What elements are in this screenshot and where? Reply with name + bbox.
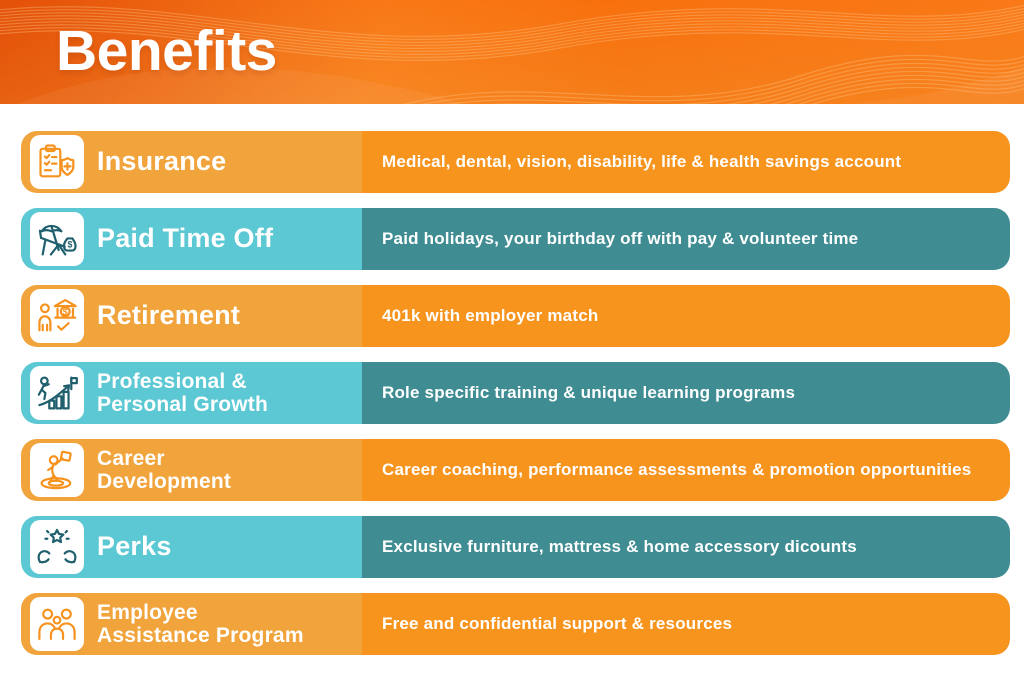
professional-personal-growth-icon — [30, 366, 84, 420]
benefit-description-band: 401k with employer match — [362, 285, 1010, 347]
benefit-description: Role specific training & unique learning… — [382, 383, 796, 402]
career-development-icon — [30, 443, 84, 497]
benefit-row-employee-assistance-program: Employee Assistance Program Free and con… — [21, 593, 1010, 655]
benefit-title-band: $ Retirement — [21, 285, 362, 347]
benefit-description: 401k with employer match — [382, 306, 599, 325]
benefit-description-band: Exclusive furniture, mattress & home acc… — [362, 516, 1010, 578]
benefit-title: Professional & Personal Growth — [97, 369, 269, 416]
benefit-row-perks: Perks Exclusive furniture, mattress & ho… — [21, 516, 1010, 578]
benefit-row-professional-personal-growth: Professional & Personal Growth Role spec… — [21, 362, 1010, 424]
benefit-title-band: Career Development — [21, 439, 362, 501]
svg-text:$: $ — [63, 307, 68, 317]
retirement-icon: $ — [30, 289, 84, 343]
benefit-row-insurance: Insurance Medical, dental, vision, disab… — [21, 131, 1010, 193]
benefit-description-band: Free and confidential support & resource… — [362, 593, 1010, 655]
paid-time-off-icon: $ — [30, 212, 84, 266]
employee-assistance-program-icon — [30, 597, 84, 651]
benefit-description: Free and confidential support & resource… — [382, 614, 733, 633]
benefit-title: Paid Time Off — [97, 223, 274, 254]
benefit-title-band: Employee Assistance Program — [21, 593, 362, 655]
page-title: Benefits — [56, 19, 277, 83]
benefit-title: Career Development — [97, 446, 232, 493]
insurance-icon — [30, 135, 84, 189]
benefit-description-band: Role specific training & unique learning… — [362, 362, 1010, 424]
benefit-description: Exclusive furniture, mattress & home acc… — [382, 537, 857, 556]
benefit-title-band: Insurance — [21, 131, 362, 193]
benefit-description-band: Paid holidays, your birthday off with pa… — [362, 208, 1010, 270]
benefit-title: Retirement — [97, 300, 241, 331]
benefit-title-band: Professional & Personal Growth — [21, 362, 362, 424]
benefit-description: Paid holidays, your birthday off with pa… — [382, 229, 859, 248]
benefit-row-retirement: $ Retirement 401k with employer match — [21, 285, 1010, 347]
benefit-title: Insurance — [97, 146, 227, 177]
svg-text:$: $ — [68, 240, 73, 250]
benefit-description: Career coaching, performance assessments… — [382, 460, 972, 479]
benefit-row-career-development: Career Development Career coaching, perf… — [21, 439, 1010, 501]
perks-icon — [30, 520, 84, 574]
benefit-description-band: Career coaching, performance assessments… — [362, 439, 1010, 501]
benefit-title-band: Perks — [21, 516, 362, 578]
benefit-description: Medical, dental, vision, disability, lif… — [382, 152, 902, 171]
benefits-list: Insurance Medical, dental, vision, disab… — [0, 104, 1024, 655]
header-banner: Benefits — [0, 0, 1024, 104]
benefit-title: Perks — [97, 531, 172, 562]
benefit-description-band: Medical, dental, vision, disability, lif… — [362, 131, 1010, 193]
benefit-row-paid-time-off: $ Paid Time Off Paid holidays, your birt… — [21, 208, 1010, 270]
benefit-title: Employee Assistance Program — [97, 600, 304, 647]
benefit-title-band: $ Paid Time Off — [21, 208, 362, 270]
header-wave-pattern — [0, 4, 1024, 104]
